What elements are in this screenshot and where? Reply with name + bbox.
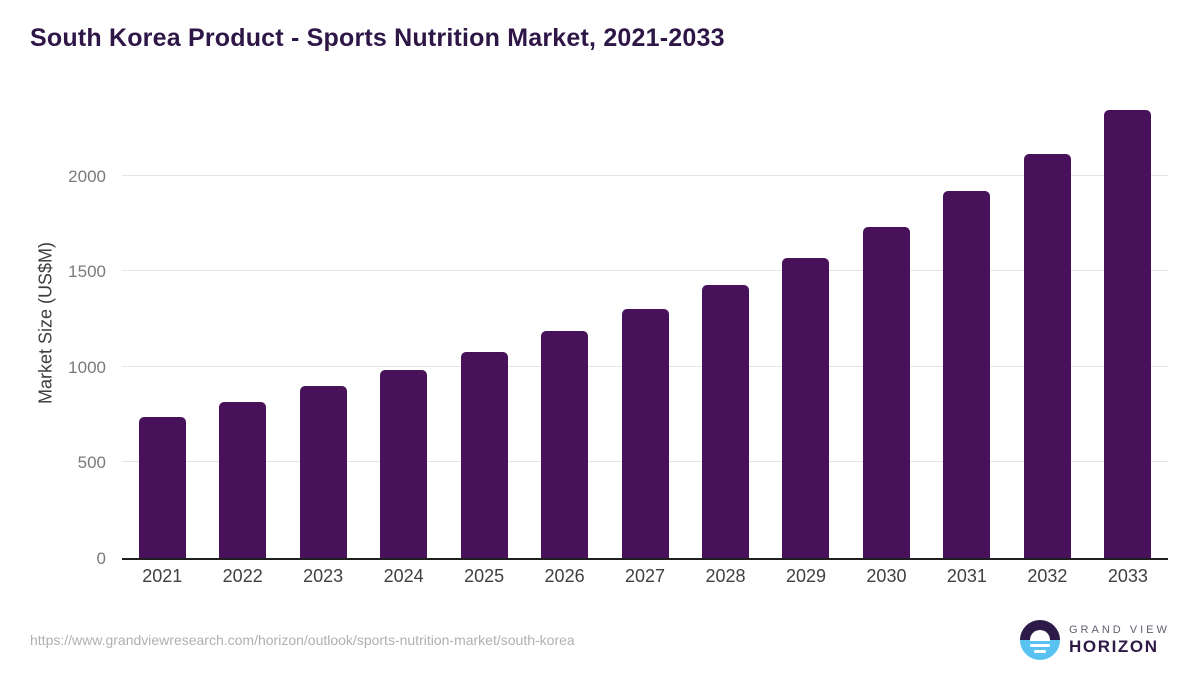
bar-2029 [782, 258, 829, 558]
bar-2026 [541, 331, 588, 558]
bar-2023 [300, 386, 347, 558]
x-axis-labels: 2021 2022 2023 2024 2025 2026 2027 2028 2029 2030… [122, 566, 1168, 587]
x-label-2033: 2033 [1107, 566, 1148, 586]
x-label-2031: 2031 [946, 566, 987, 586]
y-tick-1000: 1000 [68, 358, 106, 377]
x-label-2026: 2026 [544, 566, 585, 586]
horizon-sun-icon [1020, 620, 1060, 660]
source-url: https://www.grandviewresearch.com/horizo… [30, 632, 575, 648]
bar-2033 [1104, 110, 1151, 558]
x-label-2023: 2023 [303, 566, 344, 586]
x-label-2021: 2021 [142, 566, 183, 586]
y-tick-1500: 1500 [68, 262, 106, 281]
bar-2032 [1024, 154, 1071, 558]
gridline-2000 [122, 175, 1168, 176]
bar-2025 [461, 352, 508, 558]
y-tick-500: 500 [77, 453, 106, 472]
sun-dome-shape [1030, 630, 1050, 641]
x-label-2028: 2028 [705, 566, 746, 586]
x-label-2022: 2022 [222, 566, 263, 586]
chart-title: South Korea Product - Sports Nutrition M… [30, 24, 725, 52]
bar-2028 [702, 285, 749, 558]
bar-2031 [943, 191, 990, 558]
horizon-line-shape [1030, 644, 1050, 647]
brand-text: GRAND VIEW HORIZON [1069, 624, 1170, 656]
bar-2027 [622, 309, 669, 558]
bar-2022 [219, 402, 266, 558]
plot-area [122, 90, 1168, 560]
x-label-2029: 2029 [785, 566, 826, 586]
brand-name-top: GRAND VIEW [1069, 624, 1170, 636]
bar-2021 [139, 417, 186, 558]
x-label-2024: 2024 [383, 566, 424, 586]
bar-2024 [380, 370, 427, 558]
reflection-line-shape [1034, 650, 1046, 653]
bar-2030 [863, 227, 910, 558]
gridline-1500 [122, 270, 1168, 271]
x-label-2032: 2032 [1027, 566, 1068, 586]
y-tick-0: 0 [96, 549, 106, 568]
x-label-2025: 2025 [464, 566, 505, 586]
brand-name-bottom: HORIZON [1069, 637, 1159, 656]
brand-logo: GRAND VIEW HORIZON [1020, 620, 1170, 660]
y-tick-2000: 2000 [68, 167, 106, 186]
x-label-2027: 2027 [625, 566, 666, 586]
x-label-2030: 2030 [866, 566, 907, 586]
